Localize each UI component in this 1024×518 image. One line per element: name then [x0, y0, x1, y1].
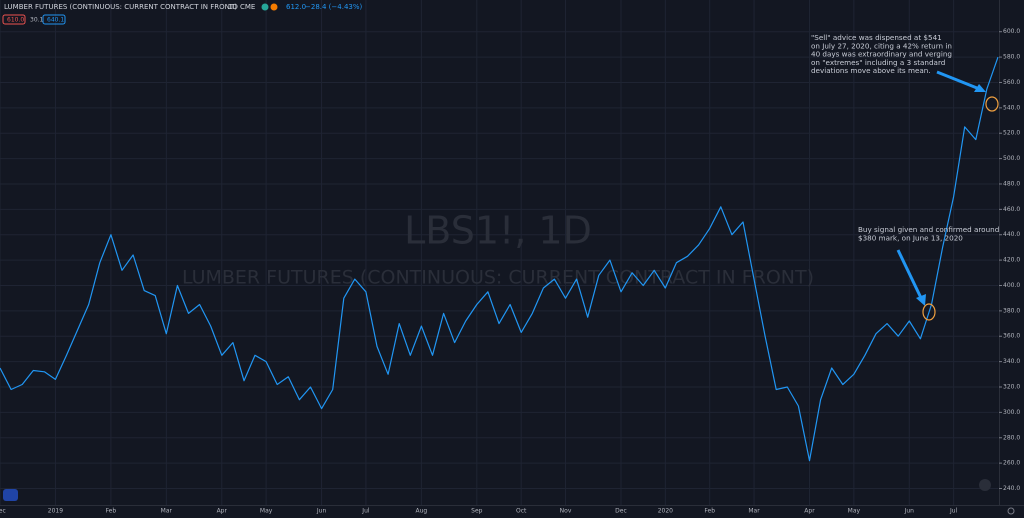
- x-tick-label: Mar: [748, 508, 760, 515]
- watermark-symbol: LBS1!, 1D: [404, 209, 592, 253]
- y-tick-label: 420.0: [1003, 257, 1020, 264]
- last-price: 612.0: [286, 3, 306, 11]
- x-tick-label: Dec: [0, 508, 6, 515]
- annotation-line: on July 27, 2020, citing a 42% return in: [811, 41, 952, 50]
- x-tick-label: Sep: [471, 508, 483, 515]
- bid-box[interactable]: [2, 14, 26, 25]
- y-tick-label: 500.0: [1003, 155, 1020, 162]
- x-tick-label: 2019: [48, 508, 63, 515]
- y-tick-label: 340.0: [1003, 358, 1020, 365]
- y-tick-label: 380.0: [1003, 307, 1020, 314]
- x-tick-label: Feb: [106, 508, 117, 515]
- y-tick-label: 280.0: [1003, 434, 1020, 441]
- x-tick-label: May: [260, 508, 273, 515]
- y-tick-label: 260.0: [1003, 460, 1020, 467]
- scroll-button[interactable]: [979, 479, 991, 491]
- y-tick-label: 520.0: [1003, 130, 1020, 137]
- highlight-circle: [985, 96, 999, 112]
- x-tick-label: Feb: [704, 508, 715, 515]
- y-tick-label: 580.0: [1003, 54, 1020, 61]
- grid: [0, 0, 998, 505]
- interval: 1D: [228, 3, 238, 11]
- y-tick-label: 400.0: [1003, 282, 1020, 289]
- annotation: Buy signal given and confirmed around$38…: [858, 225, 999, 242]
- arrow-head: [916, 294, 926, 306]
- x-tick-label: Apr: [217, 508, 228, 515]
- x-tick-label: Aug: [416, 508, 428, 515]
- x-tick-label: Jul: [361, 508, 370, 515]
- x-tick-label: Jun: [316, 508, 327, 515]
- status-icon: [261, 3, 269, 11]
- y-tick-label: 300.0: [1003, 409, 1020, 416]
- symbol-title: LUMBER FUTURES (CONTINUOUS: CURRENT CONT…: [4, 3, 237, 11]
- arrow-head: [974, 84, 986, 92]
- status-icon: [270, 3, 278, 11]
- price-line: [0, 56, 999, 462]
- x-tick-label: Mar: [161, 508, 173, 515]
- x-tick-label: Apr: [804, 508, 815, 515]
- settings-icon[interactable]: [1007, 507, 1015, 515]
- ask: 640.1: [47, 17, 64, 24]
- annotation-line: $380 mark, on June 13, 2020: [858, 233, 963, 242]
- y-tick-label: 440.0: [1003, 231, 1020, 238]
- y-tick-label: 540.0: [1003, 104, 1020, 111]
- x-tick-label: 2020: [658, 508, 673, 515]
- y-tick-label: 240.0: [1003, 485, 1020, 492]
- annotation-line: on "extremes" including a 3 standard: [811, 58, 945, 67]
- y-tick-label: 460.0: [1003, 206, 1020, 213]
- y-tick-label: 560.0: [1003, 79, 1020, 86]
- x-tick-label: Dec: [615, 508, 627, 515]
- spread: 30.1: [30, 17, 44, 24]
- x-tick-label: May: [848, 508, 861, 515]
- annotation-line: Buy signal given and confirmed around: [858, 225, 999, 234]
- y-tick-label: 600.0: [1003, 28, 1020, 35]
- y-tick-label: 320.0: [1003, 383, 1020, 390]
- y-tick-label: 360.0: [1003, 333, 1020, 340]
- annotation-line: deviations move above its mean.: [811, 66, 931, 75]
- price-change: −28.4 (−4.43%): [305, 3, 363, 11]
- watermark-name: LUMBER FUTURES (CONTINUOUS: CURRENT CONT…: [182, 267, 814, 289]
- ask-box[interactable]: [42, 14, 66, 25]
- logo[interactable]: [3, 489, 18, 501]
- x-tick-label: Nov: [560, 508, 572, 515]
- annotation-line: "Sell" advice was dispensed at $541: [811, 33, 942, 42]
- exchange: CME: [240, 3, 255, 11]
- plot: [0, 56, 999, 462]
- x-tick-label: Jun: [904, 508, 915, 515]
- y-tick-label: 480.0: [1003, 180, 1020, 187]
- highlight-circle: [922, 303, 936, 321]
- bid: 610.0: [7, 17, 24, 24]
- x-tick-label: Oct: [516, 508, 527, 515]
- arrow: [936, 70, 983, 92]
- x-tick-label: Jul: [949, 508, 958, 515]
- arrow: [896, 249, 924, 301]
- annotation-line: 40 days was extraordinary and verging: [811, 50, 952, 59]
